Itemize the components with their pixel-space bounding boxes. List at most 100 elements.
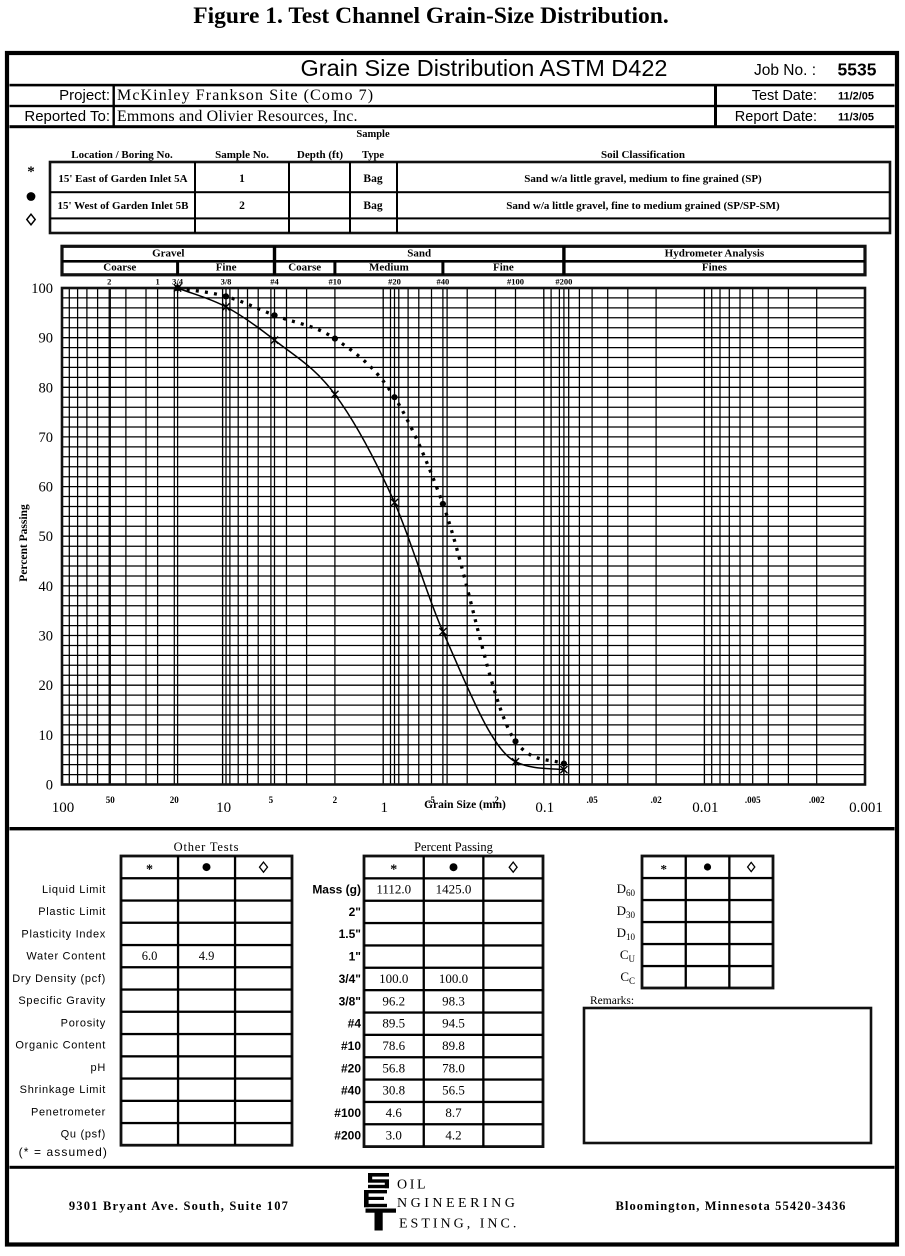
svg-text:10: 10 <box>216 800 231 816</box>
svg-text:Other Tests: Other Tests <box>174 840 240 854</box>
svg-text:0.001: 0.001 <box>849 800 883 816</box>
svg-text:0.01: 0.01 <box>692 800 718 816</box>
svg-text:Plastic Limit: Plastic Limit <box>38 906 106 918</box>
svg-text:Job No. :: Job No. : <box>754 62 816 79</box>
svg-text:11/3/05: 11/3/05 <box>838 112 874 124</box>
svg-text:*: * <box>390 863 397 878</box>
svg-text:NGINEERING: NGINEERING <box>397 1196 518 1211</box>
svg-text:100: 100 <box>52 800 75 816</box>
svg-text:1: 1 <box>239 173 245 185</box>
svg-text:30: 30 <box>39 629 54 645</box>
svg-text:pH: pH <box>91 1062 106 1074</box>
svg-text:78.0: 78.0 <box>442 1060 465 1075</box>
svg-text:56.8: 56.8 <box>382 1060 405 1075</box>
svg-text:Hydrometer Analysis: Hydrometer Analysis <box>665 248 765 260</box>
svg-text:OIL: OIL <box>397 1178 428 1193</box>
svg-text:98.3: 98.3 <box>442 993 465 1008</box>
svg-text:#4: #4 <box>348 1017 362 1031</box>
svg-text:5535: 5535 <box>838 60 877 80</box>
svg-text:Grain Size (mm): Grain Size (mm) <box>424 799 506 811</box>
svg-text:20: 20 <box>170 795 180 805</box>
svg-text:Organic Content: Organic Content <box>15 1040 106 1052</box>
svg-text:70: 70 <box>39 430 54 446</box>
svg-text:Sample: Sample <box>356 129 390 140</box>
svg-text:Medium: Medium <box>369 262 409 274</box>
svg-text:89.8: 89.8 <box>442 1038 465 1053</box>
svg-text:.005: .005 <box>745 795 761 805</box>
svg-text:Reported To:: Reported To: <box>24 108 110 125</box>
svg-text:Coarse: Coarse <box>288 262 321 274</box>
svg-text:9301 Bryant Ave. South, Suite: 9301 Bryant Ave. South, Suite 107 <box>69 1199 289 1213</box>
svg-text:100: 100 <box>31 281 53 297</box>
svg-text:.002: .002 <box>809 795 825 805</box>
svg-text:*: * <box>661 862 668 877</box>
svg-text:#20: #20 <box>388 277 401 287</box>
svg-text:.02: .02 <box>650 795 662 805</box>
svg-text:#40: #40 <box>437 277 450 287</box>
svg-text:1425.0: 1425.0 <box>436 882 472 897</box>
svg-text:#40: #40 <box>341 1084 361 1098</box>
svg-text:Gravel: Gravel <box>152 248 184 260</box>
svg-text:Specific Gravity: Specific Gravity <box>18 995 106 1007</box>
svg-text:Mass (g): Mass (g) <box>312 883 361 897</box>
svg-text:Location / Boring No.: Location / Boring No. <box>71 149 173 161</box>
svg-text:60: 60 <box>39 480 54 496</box>
svg-text:Liquid Limit: Liquid Limit <box>42 884 106 896</box>
svg-text:McKinley Frankson Site (Como 7: McKinley Frankson Site (Como 7) <box>117 87 374 104</box>
svg-text:#100: #100 <box>334 1106 361 1120</box>
svg-text:8.7: 8.7 <box>445 1105 462 1120</box>
svg-text:80: 80 <box>39 380 54 396</box>
svg-text:*: * <box>27 164 35 180</box>
svg-text:89.5: 89.5 <box>382 1016 405 1031</box>
svg-text:Sand w/a little gravel, medium: Sand w/a little gravel, medium to fine g… <box>524 173 762 185</box>
svg-text:Coarse: Coarse <box>103 262 136 274</box>
svg-text:3.0: 3.0 <box>386 1127 402 1142</box>
svg-text:1112.0: 1112.0 <box>376 882 411 897</box>
svg-text:0.1: 0.1 <box>535 800 554 816</box>
svg-text:1: 1 <box>380 800 388 816</box>
svg-text:Report Date:: Report Date: <box>735 109 817 125</box>
svg-text:Water Content: Water Content <box>26 951 106 963</box>
svg-text:5: 5 <box>269 795 274 805</box>
svg-text:50: 50 <box>39 529 54 545</box>
svg-text:2: 2 <box>333 795 338 805</box>
svg-text:94.5: 94.5 <box>442 1016 465 1031</box>
svg-text:56.5: 56.5 <box>442 1083 465 1098</box>
svg-text:Percent Passing: Percent Passing <box>414 840 494 854</box>
svg-text:ESTING, INC.: ESTING, INC. <box>399 1217 519 1232</box>
svg-text:#100: #100 <box>507 277 524 287</box>
svg-text:Test Date:: Test Date: <box>752 88 817 104</box>
svg-text:Depth (ft): Depth (ft) <box>297 149 343 161</box>
svg-text:1: 1 <box>155 277 159 287</box>
svg-text:#10: #10 <box>341 1039 361 1053</box>
svg-text:15' East of Garden Inlet 5A: 15' East of Garden Inlet 5A <box>58 173 187 185</box>
svg-text:Dry Density (pcf): Dry Density (pcf) <box>12 973 106 985</box>
svg-text:100.0: 100.0 <box>439 971 468 986</box>
svg-text:Type: Type <box>362 150 384 161</box>
svg-text:20: 20 <box>39 678 54 694</box>
svg-text:#200: #200 <box>334 1128 361 1142</box>
svg-text:Fine: Fine <box>493 262 514 274</box>
svg-text:96.2: 96.2 <box>382 993 405 1008</box>
svg-text:.05: .05 <box>586 795 598 805</box>
svg-text:Percent Passing: Percent Passing <box>18 504 30 582</box>
svg-text:Soil Classification: Soil Classification <box>601 149 685 161</box>
svg-text:Fine: Fine <box>216 262 237 274</box>
svg-text:0: 0 <box>46 778 53 794</box>
svg-text:4.2: 4.2 <box>445 1127 461 1142</box>
svg-text:.2: .2 <box>492 795 499 805</box>
svg-text:(* = assumed): (* = assumed) <box>19 1145 108 1159</box>
svg-text:#20: #20 <box>341 1061 361 1075</box>
svg-text:Qu (psf): Qu (psf) <box>61 1129 106 1141</box>
svg-text:15' West of Garden Inlet 5B: 15' West of Garden Inlet 5B <box>58 200 190 212</box>
svg-text:Shrinkage Limit: Shrinkage Limit <box>20 1084 106 1096</box>
svg-text:Porosity: Porosity <box>61 1017 106 1029</box>
svg-text:1.5": 1.5" <box>339 927 361 941</box>
svg-text:Fines: Fines <box>702 262 728 274</box>
svg-text:90: 90 <box>39 331 54 347</box>
svg-text:#200: #200 <box>555 277 572 287</box>
svg-text:3/8": 3/8" <box>339 994 361 1008</box>
svg-text:Bag: Bag <box>363 200 382 212</box>
svg-text:2: 2 <box>107 277 111 287</box>
svg-text:4.9: 4.9 <box>199 949 215 963</box>
